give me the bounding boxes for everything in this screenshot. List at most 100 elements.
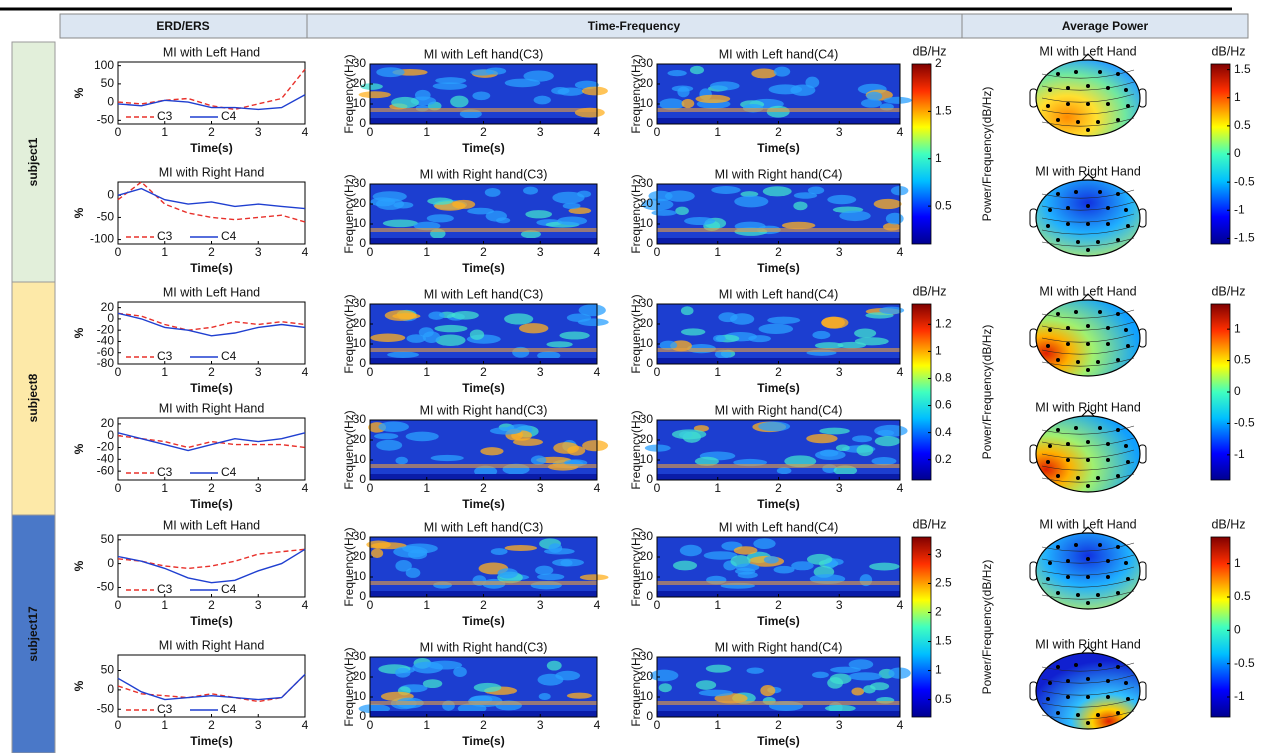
colorbar-tick-label: 0.5 — [935, 692, 952, 706]
legend-label: C3 — [157, 702, 173, 716]
spectrogram-blob — [428, 311, 445, 320]
electrode — [1126, 224, 1130, 228]
colorbar-tick-label: -0.5 — [1234, 416, 1255, 430]
y-axis-label: % — [72, 327, 86, 338]
legend-label: C4 — [221, 582, 237, 596]
plot-title: MI with Left Hand — [163, 45, 260, 59]
x-tick-label: 1 — [161, 365, 168, 379]
spectrogram-blob — [672, 560, 698, 571]
y-axis-label: % — [72, 207, 86, 218]
colorbar-tick-label: 2 — [935, 56, 942, 70]
x-axis-label: Time(s) — [462, 614, 504, 628]
electrode — [1106, 326, 1110, 330]
x-tick-label: 1 — [714, 481, 721, 495]
x-tick-label: 3 — [255, 365, 262, 379]
series-line — [117, 187, 306, 210]
electrode — [1056, 711, 1060, 715]
series-line — [117, 68, 306, 111]
spectrogram-band — [370, 228, 597, 232]
electrode — [1048, 444, 1052, 448]
electrode — [1056, 591, 1060, 595]
spectrogram-blob — [422, 331, 441, 344]
colorbar-tick-label: 0.5 — [1234, 118, 1251, 132]
y-tick-label: 0 — [107, 556, 114, 570]
spectrogram-blob — [812, 671, 829, 679]
spectrogram-blob — [767, 316, 801, 324]
y-axis-label: Frequency(Hz) — [629, 54, 643, 133]
legend-label: C4 — [221, 109, 237, 123]
x-tick-label: 3 — [836, 125, 843, 139]
spectrogram-blob — [710, 81, 740, 91]
spectrogram-blob — [581, 86, 608, 96]
x-tick-label: 2 — [775, 598, 782, 612]
colorbar-tick-label: -0.5 — [1234, 656, 1255, 670]
spectrogram-blob — [376, 67, 405, 78]
spectrogram-blob — [358, 91, 391, 99]
electrode — [1106, 86, 1110, 90]
spectrogram-blob — [582, 440, 609, 452]
y-axis-label: % — [72, 87, 86, 98]
y-axis-label: Frequency(Hz) — [342, 54, 356, 133]
spectrogram-blob — [870, 682, 890, 691]
y-tick-label: 10 — [640, 96, 654, 110]
spectrogram-blob — [490, 548, 508, 555]
y-axis-label: Frequency(Hz) — [629, 410, 643, 489]
header-power: Average Power — [1062, 19, 1149, 33]
colorbar-tick-label: -1 — [1234, 447, 1245, 461]
spectrogram-blob — [472, 91, 491, 101]
nose — [1080, 173, 1096, 182]
spectrogram-band — [657, 701, 900, 705]
spectrogram-blob — [552, 191, 585, 204]
spectrogram-blob — [520, 230, 541, 239]
spectrogram-blob — [387, 351, 419, 358]
electrode — [1086, 575, 1090, 579]
x-axis-label: Time(s) — [190, 141, 232, 155]
contour — [1041, 710, 1135, 720]
electrode — [1098, 310, 1102, 314]
x-tick-label: 4 — [302, 718, 309, 732]
spectrogram-blob — [713, 334, 726, 343]
x-tick-label: 0 — [654, 365, 661, 379]
spectrogram-band — [370, 581, 597, 585]
spectrogram-blob — [874, 424, 908, 437]
electrode — [1076, 713, 1080, 717]
x-tick-label: 1 — [423, 481, 430, 495]
spectrogram-blob — [866, 91, 883, 101]
contour — [1041, 309, 1135, 319]
spectrogram-blob — [560, 559, 573, 567]
electrode — [1126, 460, 1130, 464]
electrode — [1106, 342, 1110, 346]
x-tick-label: 3 — [537, 125, 544, 139]
spectrogram-blob — [370, 333, 406, 342]
x-tick-label: 2 — [775, 125, 782, 139]
x-tick-label: 3 — [836, 245, 843, 259]
subject-label: subject17 — [26, 606, 40, 662]
electrode — [1086, 677, 1090, 681]
y-tick-label: 0 — [107, 94, 114, 108]
x-tick-label: 4 — [302, 245, 309, 259]
y-tick-label: 20 — [101, 416, 115, 430]
y-tick-label: 30 — [353, 412, 367, 426]
electrode — [1086, 368, 1090, 372]
spectrogram-blob — [854, 328, 877, 338]
electrode — [1066, 679, 1070, 683]
series-line — [117, 94, 306, 111]
y-tick-label: -100 — [90, 232, 114, 246]
plot-title: MI with Left hand(C3) — [424, 520, 544, 534]
colorbar-tick-label: 0.5 — [1234, 353, 1251, 367]
y-tick-label: 0 — [107, 311, 114, 325]
electrode — [1124, 561, 1128, 565]
electrode — [1086, 324, 1090, 328]
spectrogram-blob — [773, 66, 791, 77]
electrode — [1048, 88, 1052, 92]
x-axis-label: Time(s) — [462, 497, 504, 511]
contour — [1041, 345, 1135, 355]
spectrogram-blob — [694, 456, 719, 466]
electrode — [1124, 444, 1128, 448]
spectrogram-blob — [680, 306, 694, 316]
legend-label: C4 — [221, 465, 237, 479]
x-tick-label: 3 — [537, 245, 544, 259]
electrode — [1096, 120, 1100, 124]
plot-title: MI with Right hand(C4) — [715, 403, 843, 417]
spectrogram-blob — [684, 216, 716, 226]
